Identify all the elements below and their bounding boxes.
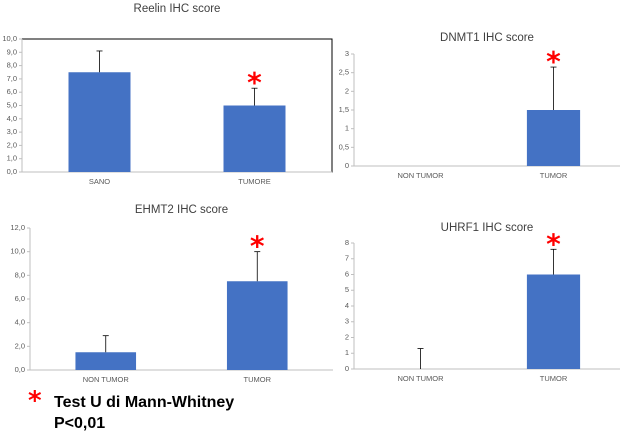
y-tick-label: 3 bbox=[345, 317, 349, 326]
bar bbox=[226, 281, 288, 370]
bar bbox=[526, 110, 581, 166]
y-tick-label: 8,0 bbox=[15, 270, 25, 279]
y-tick-label: 4,0 bbox=[15, 318, 25, 327]
y-tick-label: 2,0 bbox=[15, 341, 25, 350]
y-tick-label: 8 bbox=[345, 238, 349, 247]
bar bbox=[75, 352, 137, 370]
y-tick-label: 5 bbox=[345, 285, 349, 294]
category-label: NON TUMOR bbox=[397, 171, 444, 180]
y-tick-label: 12,0 bbox=[10, 223, 25, 232]
y-tick-label: 1,0 bbox=[7, 154, 17, 163]
y-tick-label: 10,0 bbox=[2, 34, 17, 43]
reelin-chart: Reelin IHC score 0,0 1,0 2,0 3,0 4,0 5,0 6,0 7,0… bbox=[0, 0, 340, 195]
chart-title: EHMT2 IHC score bbox=[135, 204, 228, 216]
y-tick-label: 0 bbox=[345, 364, 349, 373]
significance-star-icon: * bbox=[250, 230, 265, 263]
y-tick-label: 0,0 bbox=[7, 167, 17, 176]
y-tick-label: 2,5 bbox=[339, 68, 349, 77]
bar bbox=[526, 274, 581, 369]
p-value: P<0,01 bbox=[54, 415, 106, 432]
y-tick-label: 1 bbox=[345, 124, 349, 133]
chart-svg: EHMT2 IHC score 0,0 2,0 4,0 6,0 8,0 10,0 12,0 NO… bbox=[10, 204, 333, 384]
significance-star-icon: * bbox=[28, 386, 42, 416]
category-label: TUMORE bbox=[238, 177, 271, 186]
chart-title: DNMT1 IHC score bbox=[440, 32, 534, 44]
significance-footnote: * Test U di Mann-Whitney P<0,01 bbox=[26, 388, 326, 432]
y-tick-label: 0 bbox=[345, 161, 349, 170]
y-tick-label: 2 bbox=[345, 332, 349, 341]
bar bbox=[68, 72, 131, 172]
y-tick-label: 3 bbox=[345, 49, 349, 58]
y-tick-label: 6,0 bbox=[7, 87, 17, 96]
uhrf1-chart: UHRF1 IHC score 0 1 2 3 4 5 6 7 8 NON TUMOR TUMOR * bbox=[340, 195, 627, 390]
category-label: NON TUMOR bbox=[83, 375, 130, 384]
category-label: SANO bbox=[89, 177, 110, 186]
y-tick-label: 4,0 bbox=[7, 114, 17, 123]
chart-title: UHRF1 IHC score bbox=[441, 222, 534, 234]
y-tick-label: 5,0 bbox=[7, 100, 17, 109]
y-tick-label: 9,0 bbox=[7, 47, 17, 56]
category-label: TUMOR bbox=[540, 374, 568, 383]
significance-star-icon: * bbox=[546, 45, 561, 78]
ehmt2-chart: EHMT2 IHC score 0,0 2,0 4,0 6,0 8,0 10,0 12,0 NO… bbox=[0, 195, 340, 390]
test-name: Test U di Mann-Whitney bbox=[54, 394, 235, 411]
y-tick-label: 10,0 bbox=[10, 247, 25, 256]
y-tick-label: 0,0 bbox=[15, 365, 25, 374]
chart-svg: DNMT1 IHC score 0 0,5 1 1,5 2 2,5 3 NON TUMOR TUM… bbox=[339, 32, 620, 180]
significance-star-icon: * bbox=[546, 227, 561, 260]
y-tick-label: 6,0 bbox=[15, 294, 25, 303]
y-tick-label: 7 bbox=[345, 254, 349, 263]
category-label: TUMOR bbox=[244, 375, 272, 384]
chart-svg: UHRF1 IHC score 0 1 2 3 4 5 6 7 8 NON TUMOR TUMOR * bbox=[345, 222, 620, 383]
y-tick-label: 7,0 bbox=[7, 74, 17, 83]
dnmt1-chart: DNMT1 IHC score 0 0,5 1 1,5 2 2,5 3 NON TUMOR TUM… bbox=[339, 0, 627, 195]
y-tick-label: 3,0 bbox=[7, 127, 17, 136]
y-tick-label: 1,5 bbox=[339, 105, 349, 114]
y-tick-label: 6 bbox=[345, 269, 349, 278]
y-tick-label: 0,5 bbox=[339, 142, 349, 151]
bar bbox=[223, 105, 286, 172]
chart-title: Reelin IHC score bbox=[134, 3, 221, 15]
significance-star-icon: * bbox=[247, 66, 262, 99]
chart-svg: Reelin IHC score 0,0 1,0 2,0 3,0 4,0 5,0 6,0 7,0… bbox=[2, 3, 333, 186]
y-tick-label: 2,0 bbox=[7, 140, 17, 149]
category-label: TUMOR bbox=[540, 171, 568, 180]
category-label: NON TUMOR bbox=[397, 374, 444, 383]
y-tick-label: 1 bbox=[345, 348, 349, 357]
y-tick-label: 4 bbox=[345, 301, 349, 310]
y-tick-label: 2 bbox=[345, 86, 349, 95]
y-tick-label: 8,0 bbox=[7, 61, 17, 70]
